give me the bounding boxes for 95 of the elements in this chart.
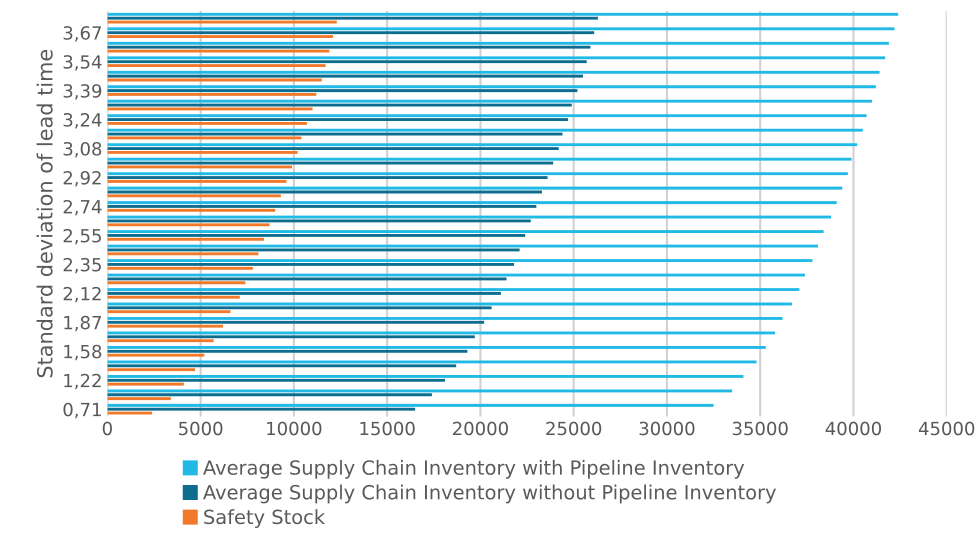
y-tick-label: 2,35 [64, 258, 101, 274]
bar [107, 306, 492, 310]
x-tick-label: 30000 [640, 422, 694, 436]
x-tick-label: 15000 [360, 422, 415, 436]
bar [107, 147, 559, 150]
bar [107, 350, 468, 353]
bar [107, 320, 484, 324]
bar [107, 368, 196, 372]
bar [107, 332, 776, 334]
bar [107, 274, 805, 276]
y-tick-label: 2,92 [64, 170, 101, 186]
bar [107, 382, 184, 386]
bar [107, 89, 578, 92]
bar [107, 132, 562, 136]
bar [107, 118, 568, 122]
legend-label: Average Supply Chain Inventory without Pipeline Inventory [203, 484, 776, 504]
bar [107, 136, 302, 140]
y-tick-label: 3,54 [64, 55, 102, 71]
bar [107, 74, 583, 78]
y-tick-label: 1,22 [64, 374, 101, 390]
bar [107, 248, 520, 252]
bar [107, 223, 270, 226]
bar [107, 374, 744, 378]
bar [107, 216, 832, 219]
y-tick-label: 3,08 [64, 142, 102, 158]
bar [107, 397, 171, 400]
bar [107, 190, 542, 194]
bar [107, 346, 766, 349]
bar [107, 35, 334, 38]
bar [107, 162, 554, 164]
bar [107, 42, 889, 45]
x-tick-label: 35000 [732, 422, 788, 436]
bar [107, 150, 298, 154]
bar [107, 20, 337, 24]
bar [107, 317, 783, 320]
bar [107, 339, 214, 342]
bar [107, 205, 536, 208]
bar [107, 335, 475, 338]
bar [107, 104, 572, 107]
x-tick-label: 0 [102, 422, 112, 436]
x-tick-label: 25000 [546, 422, 602, 436]
y-axis-title: Standard deviation of lead time [36, 50, 53, 378]
bar [107, 262, 514, 266]
bar [107, 360, 756, 364]
bar [107, 220, 531, 222]
bar [107, 12, 898, 16]
bar [107, 180, 286, 183]
bar [107, 259, 812, 262]
y-tick-label: 2,74 [64, 200, 102, 216]
legend-label: Safety Stock [204, 509, 326, 528]
x-tick-label: 40000 [826, 422, 881, 436]
legend-label: Average Supply Chain Inventory with Pipeline Inventory [203, 460, 744, 479]
bar [107, 176, 548, 179]
bar [107, 93, 316, 96]
bar [107, 27, 894, 30]
x-tick-label: 20000 [453, 422, 508, 436]
bar [107, 50, 330, 52]
bar [107, 186, 842, 190]
bar [107, 230, 824, 234]
bar [107, 389, 732, 392]
x-tick-label: 45000 [918, 422, 974, 436]
bar [107, 172, 848, 176]
y-tick-label: 3,24 [64, 113, 102, 129]
x-tick-label: 5000 [179, 422, 222, 436]
bar [107, 288, 800, 291]
bar [107, 122, 307, 125]
y-tick-label: 2,55 [64, 228, 101, 244]
bar [107, 244, 818, 248]
y-tick-label: 3,39 [64, 84, 102, 100]
bar [107, 201, 837, 204]
y-tick-label: 0,71 [63, 402, 101, 418]
x-tick-label: 10000 [267, 422, 322, 436]
bar [107, 60, 587, 64]
bar [107, 354, 204, 357]
bar [107, 78, 322, 82]
bar [107, 302, 792, 306]
bar [107, 208, 276, 212]
bar [107, 292, 501, 295]
y-tick-label: 1,58 [64, 344, 102, 360]
bar [107, 46, 590, 49]
bar [107, 108, 313, 110]
bar [107, 277, 507, 280]
bar [107, 31, 594, 34]
bar [107, 238, 264, 241]
bar [107, 404, 714, 407]
bar [107, 412, 152, 415]
bar [107, 234, 526, 237]
y-tick-label: 1,87 [64, 316, 101, 332]
bar [107, 64, 326, 67]
bar [107, 165, 292, 168]
bar [107, 194, 281, 198]
y-tick-label: 2,12 [64, 286, 101, 302]
bar [107, 143, 858, 146]
y-tick-label: 3,67 [64, 26, 101, 42]
bar [107, 158, 852, 161]
